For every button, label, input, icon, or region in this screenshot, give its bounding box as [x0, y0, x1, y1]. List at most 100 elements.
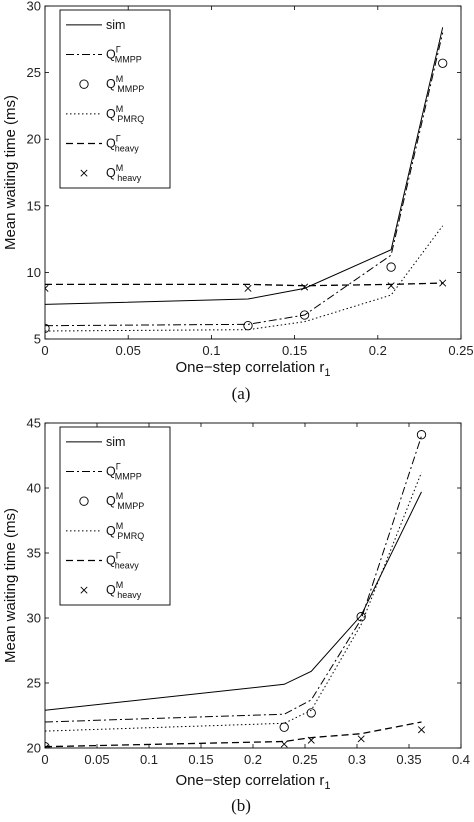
legend-label: QM heavy [106, 163, 142, 183]
legend-marker-circle [79, 79, 89, 89]
legend-label-superscript: Γ [116, 134, 121, 144]
x-tick-label: 0.2 [369, 343, 387, 358]
data-point-cross [280, 740, 288, 748]
y-tick-label: 15 [27, 198, 41, 213]
x-axis-label: One−step correlation r1 [176, 772, 331, 792]
y-tick-label: 25 [27, 65, 41, 80]
x-axis-label-subscript: 1 [324, 780, 330, 792]
data-point-cross [301, 283, 309, 291]
data-point-circle [45, 323, 50, 333]
legend-entry: QΓ MMPP [66, 462, 142, 482]
legend-label-subscript: heavy [115, 561, 140, 571]
data-point-cross [439, 279, 447, 287]
x-tick-label: 0.1 [140, 752, 158, 767]
legend-label: QM heavy [106, 580, 142, 600]
plot-frame [44, 5, 462, 340]
data-point-cross [45, 284, 49, 292]
legend-label-superscript: Γ [116, 551, 121, 561]
legend-label-subscript: heavy [117, 173, 142, 183]
x-tick-label: 0.35 [396, 752, 421, 767]
y-tick-label: 45 [27, 416, 41, 431]
series-3 [45, 472, 422, 732]
legend-marker-cross [80, 586, 88, 594]
x-axis-label-text: One−step correlation r [176, 359, 325, 376]
series-line [45, 472, 422, 732]
x-tick-label: 0 [41, 752, 48, 767]
x-tick-label: 0.15 [188, 752, 213, 767]
data-point-circle [306, 708, 316, 718]
legend-label-subscript: PMRQ [117, 531, 144, 541]
legend-label: QM MMPP [106, 74, 144, 94]
legend-label-superscript: Γ [116, 462, 121, 472]
legend-entry: sim [66, 18, 125, 32]
series-5 [45, 726, 425, 748]
legend-entry: QΓ heavy [66, 134, 139, 154]
data-point-cross [244, 284, 252, 292]
series-4 [45, 282, 443, 287]
legend-label-name: sim [106, 435, 125, 449]
plot-area [45, 430, 427, 748]
legend-label-name: Q [106, 107, 116, 121]
figure-caption: (a) [232, 384, 251, 403]
legend-label-name: Q [106, 77, 116, 91]
legend-label-name: Q [106, 554, 116, 568]
legend-entry: sim [66, 435, 125, 449]
legend-label-name: Q [106, 465, 116, 479]
legend-label-subscript: MMPP [115, 55, 142, 65]
x-axis-label: One−step correlation r1 [176, 359, 331, 379]
legend-label-name: Q [106, 524, 116, 538]
series-line [45, 282, 443, 287]
legend-label-name: Q [106, 494, 116, 508]
x-tick-label: 0.3 [348, 752, 366, 767]
x-tick-label: 0.1 [202, 343, 220, 358]
series-4 [45, 721, 422, 748]
series-line [45, 27, 444, 305]
legend-label: QΓ heavy [106, 134, 139, 154]
y-tick-label: 25 [27, 676, 41, 691]
data-point-cross [357, 735, 365, 743]
legend-label-name: Q [106, 166, 116, 180]
legend-label-superscript: M [116, 104, 124, 114]
legend-label: QΓ MMPP [106, 45, 142, 65]
x-tick-label: 0.05 [116, 343, 141, 358]
series-5 [45, 279, 447, 292]
legend-label-superscript: M [116, 580, 124, 590]
legend-marker-cross [80, 169, 88, 177]
legend-label-subscript: MMPP [115, 472, 142, 482]
legend-label: QM PMRQ [106, 521, 144, 541]
x-tick-label: 0.15 [282, 343, 307, 358]
legend-label: QM MMPP [106, 491, 144, 511]
x-axis-label-subscript: 1 [324, 367, 330, 379]
data-point-cross [417, 726, 425, 734]
legend-label-superscript: M [116, 521, 124, 531]
data-point-cross [307, 736, 315, 744]
legend-label-subscript: MMPP [117, 501, 144, 511]
legend-label-superscript: Γ [116, 45, 121, 55]
legend-box [59, 426, 171, 606]
legend-label-subscript: PMRQ [117, 114, 144, 124]
x-tick-label: 0.25 [292, 752, 317, 767]
y-tick-label: 20 [27, 741, 41, 756]
y-tick-label: 20 [27, 132, 41, 147]
chart-a: 0 0.05 0.1 0.15 0.2 0.25 5 10 15 20 25 30 One−step c… [2, 0, 474, 403]
legend-label-name: Q [106, 583, 116, 597]
series-line [45, 491, 422, 711]
data-point-circle [416, 430, 427, 440]
legend-label-name: Q [106, 48, 116, 62]
x-tick-label: 0.4 [452, 752, 470, 767]
legend-label-name: Q [106, 137, 116, 151]
legend-entry: QΓ heavy [66, 551, 139, 571]
y-tick-label: 30 [27, 611, 41, 626]
legend-label-superscript: M [116, 163, 124, 173]
x-axis-label-text: One−step correlation r [176, 772, 325, 789]
x-tick-label: 0.2 [244, 752, 262, 767]
y-tick-label: 10 [27, 265, 41, 280]
legend-entry: QM MMPP [79, 491, 144, 511]
legend-marker-circle [79, 496, 89, 506]
data-point-circle [243, 321, 253, 331]
data-point-cross [45, 744, 49, 748]
y-axis-label: Mean waiting time (ms) [2, 508, 19, 663]
legend-entry: QM heavy [80, 580, 142, 600]
x-tick-label: 0.25 [448, 343, 473, 358]
